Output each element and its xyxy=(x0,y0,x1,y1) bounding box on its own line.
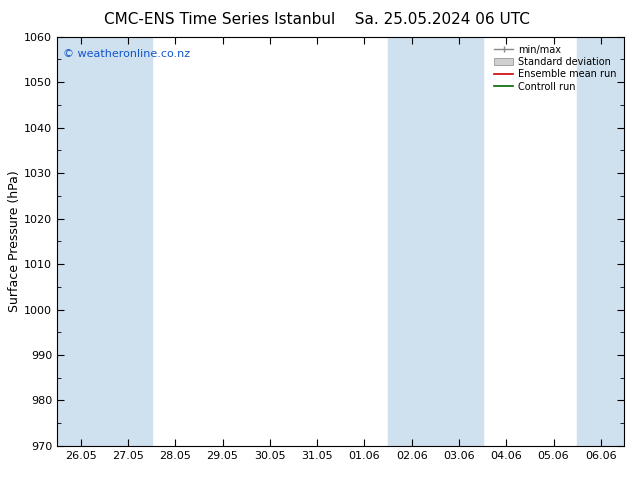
Bar xyxy=(388,37,436,446)
Bar xyxy=(57,37,105,446)
Bar xyxy=(436,37,482,446)
Legend: min/max, Standard deviation, Ensemble mean run, Controll run: min/max, Standard deviation, Ensemble me… xyxy=(491,42,619,95)
Bar xyxy=(105,37,152,446)
Bar xyxy=(577,37,624,446)
Y-axis label: Surface Pressure (hPa): Surface Pressure (hPa) xyxy=(8,171,22,312)
Text: © weatheronline.co.nz: © weatheronline.co.nz xyxy=(63,49,190,59)
Text: CMC-ENS Time Series Istanbul    Sa. 25.05.2024 06 UTC: CMC-ENS Time Series Istanbul Sa. 25.05.2… xyxy=(104,12,530,27)
